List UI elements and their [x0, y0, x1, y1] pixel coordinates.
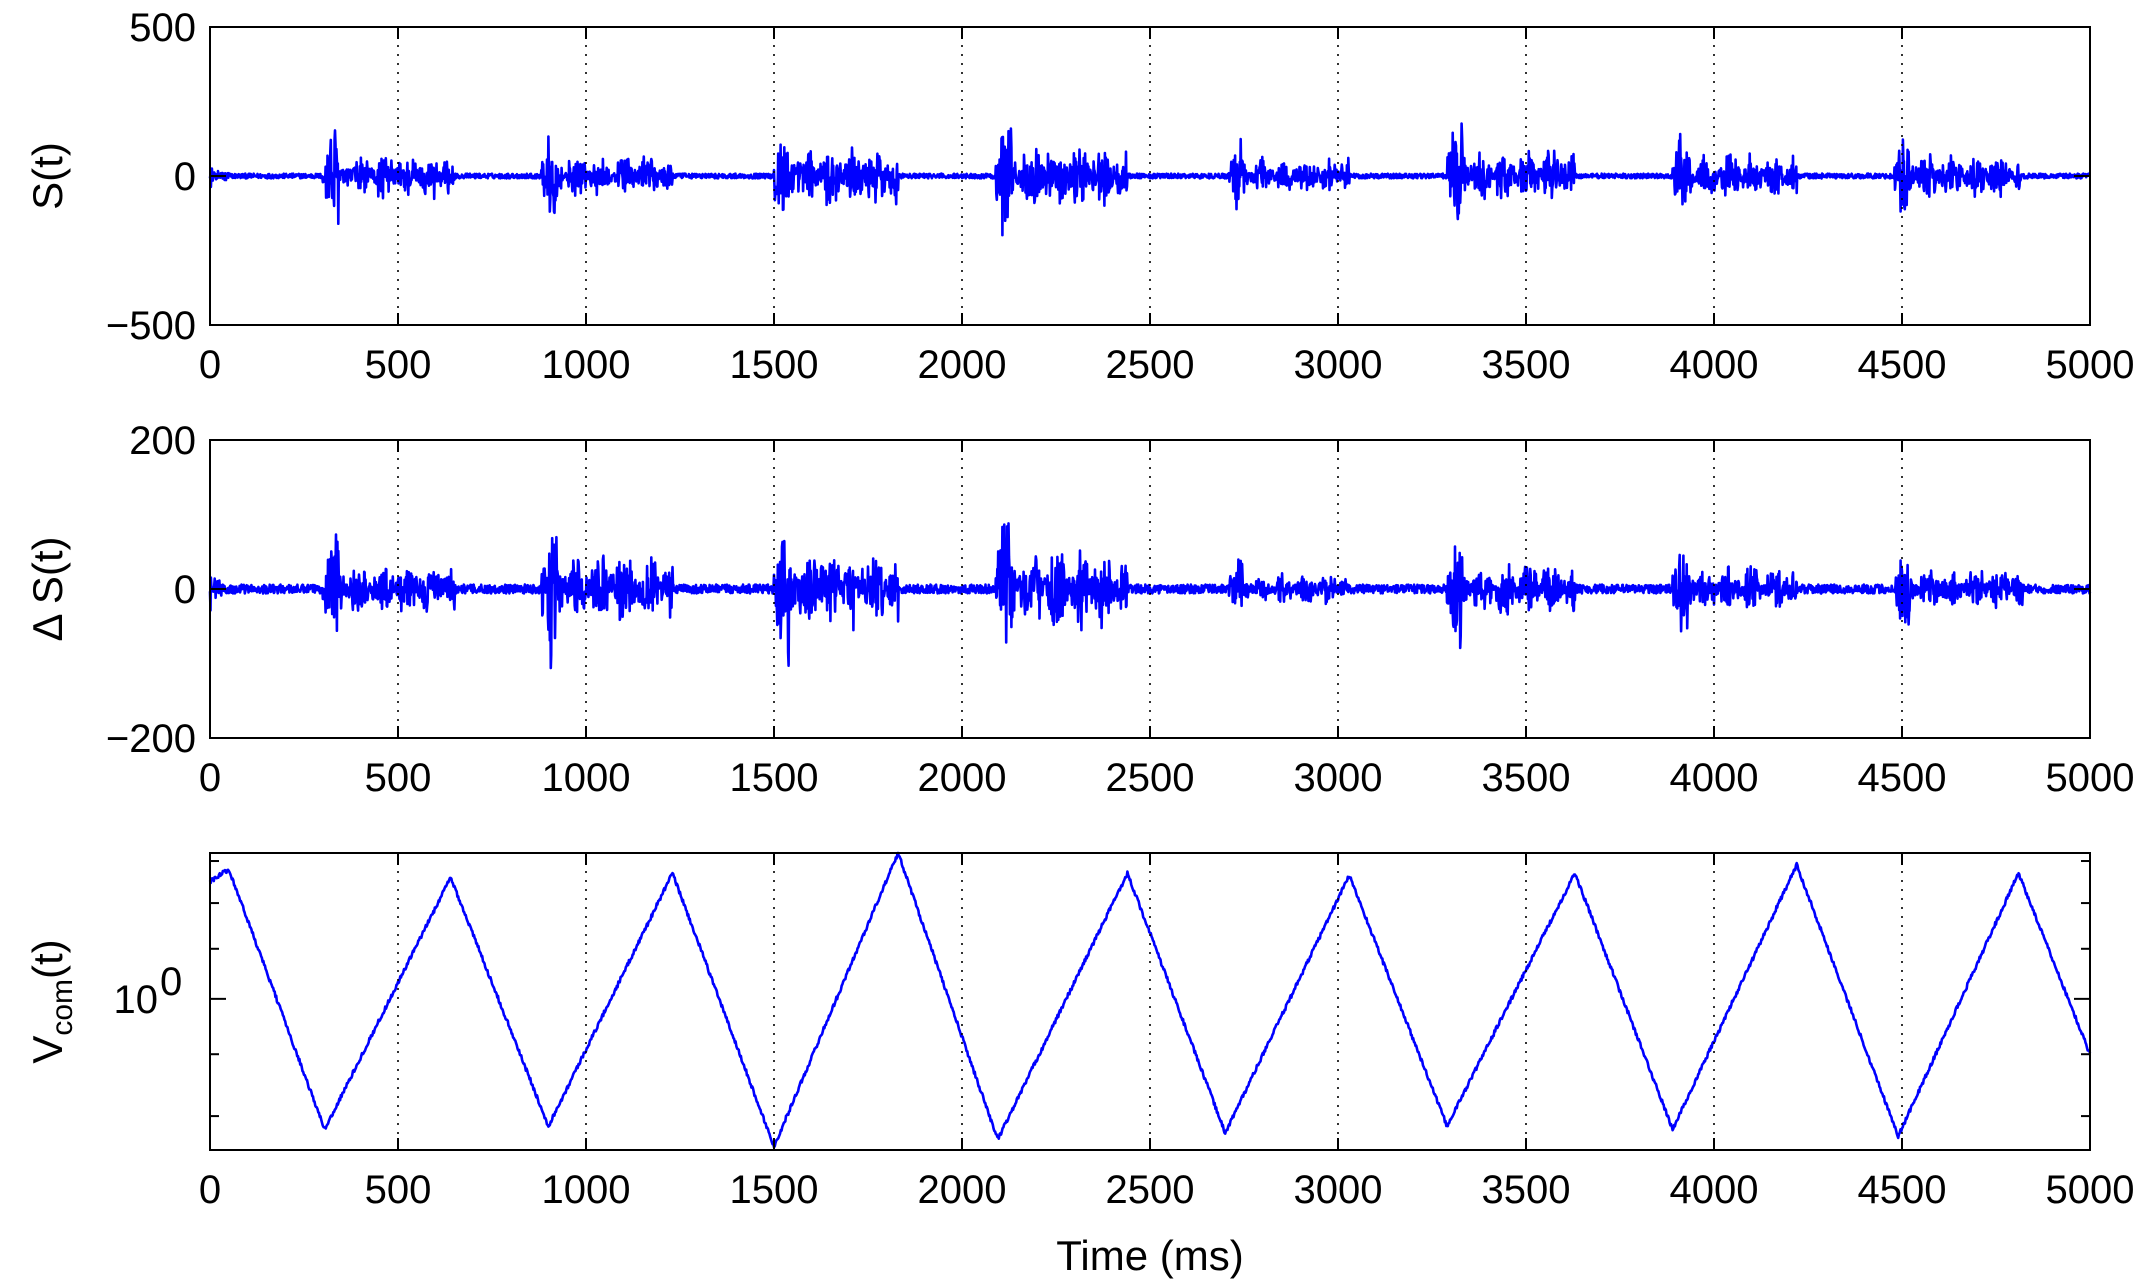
x-tick-label: 4500	[1858, 756, 1947, 800]
signal-y-axis: 500 0 −500	[106, 6, 2090, 348]
x-tick-label: 1500	[730, 1168, 819, 1212]
x-tick-label: 4500	[1858, 343, 1947, 387]
x-tick-label: 5000	[2046, 756, 2135, 800]
x-tick-label: 5000	[2046, 343, 2135, 387]
x-tick-label: 4500	[1858, 1168, 1947, 1212]
y-tick-label: −500	[106, 304, 196, 348]
x-tick-label: 500	[365, 1168, 432, 1212]
vcom-panel: 0 500 1000 1500 2000 2500 3000 3500 4000 4500 5000…	[24, 851, 2135, 1279]
vcom-grid	[397, 853, 1903, 1150]
x-tick-label: 4000	[1670, 756, 1759, 800]
x-tick-label: 1000	[542, 1168, 631, 1212]
x-tick-label: 2000	[918, 756, 1007, 800]
vcom-ylabel-main: V	[24, 1036, 71, 1064]
x-tick-label: 3000	[1294, 756, 1383, 800]
vcom-ylabel-sub: com	[46, 979, 79, 1036]
x-tick-label: 4000	[1670, 343, 1759, 387]
x-tick-label: 3500	[1482, 1168, 1571, 1212]
x-tick-label: 2000	[918, 1168, 1007, 1212]
y-tick-label: 10	[114, 978, 159, 1022]
vcom-y-axis-title: Vcom(t)	[24, 939, 79, 1063]
x-tick-label: 1000	[542, 756, 631, 800]
x-tick-label: 2500	[1106, 1168, 1195, 1212]
x-tick-label: 3000	[1294, 1168, 1383, 1212]
difference-panel: 0 500 1000 1500 2000 2500 3000 3500 4000 4500 5000…	[24, 419, 2134, 800]
x-tick-label: 1500	[730, 343, 819, 387]
y-tick-label: 0	[174, 155, 196, 199]
x-tick-label: 2500	[1106, 343, 1195, 387]
difference-x-axis: 0 500 1000 1500 2000 2500 3000 3500 4000 4500 5000	[199, 440, 2135, 800]
x-tick-label: 0	[199, 1168, 221, 1212]
signal-x-axis: 0 500 1000 1500 2000 2500 3000 3500 4000 4500 5000	[199, 27, 2135, 387]
y-tick-label: −200	[106, 717, 196, 761]
signal-y-axis-title: S(t)	[24, 142, 71, 210]
difference-y-axis-title: Δ S(t)	[24, 536, 71, 641]
y-tick-exponent: 0	[160, 960, 182, 1004]
vcom-trace	[208, 851, 2092, 1149]
x-tick-label: 0	[199, 343, 221, 387]
x-tick-label: 3500	[1482, 756, 1571, 800]
y-tick-label: 0	[174, 568, 196, 612]
x-tick-label: 2500	[1106, 756, 1195, 800]
y-tick-label: 200	[129, 419, 196, 463]
x-tick-label: 500	[365, 343, 432, 387]
signal-panel: 0 500 1000 1500 2000 2500 3000 3500 4000 4500 5000…	[24, 6, 2134, 387]
signal-trace	[208, 122, 2091, 237]
difference-trace	[208, 522, 2092, 670]
x-tick-label: 2000	[918, 343, 1007, 387]
x-tick-label: 3500	[1482, 343, 1571, 387]
x-axis-title: Time (ms)	[1056, 1232, 1243, 1279]
x-tick-label: 500	[365, 756, 432, 800]
y-tick-label: 500	[129, 6, 196, 50]
x-tick-label: 4000	[1670, 1168, 1759, 1212]
vcom-y-axis: 10 0	[114, 860, 2090, 1118]
vcom-x-axis: 0 500 1000 1500 2000 2500 3000 3500 4000 4500 5000	[199, 853, 2135, 1212]
vcom-ylabel-tail: (t)	[24, 939, 71, 979]
difference-y-axis: 200 0 −200	[106, 419, 2090, 761]
x-tick-label: 0	[199, 756, 221, 800]
x-tick-label: 5000	[2046, 1168, 2135, 1212]
x-tick-label: 3000	[1294, 343, 1383, 387]
x-tick-label: 1000	[542, 343, 631, 387]
x-tick-label: 1500	[730, 756, 819, 800]
